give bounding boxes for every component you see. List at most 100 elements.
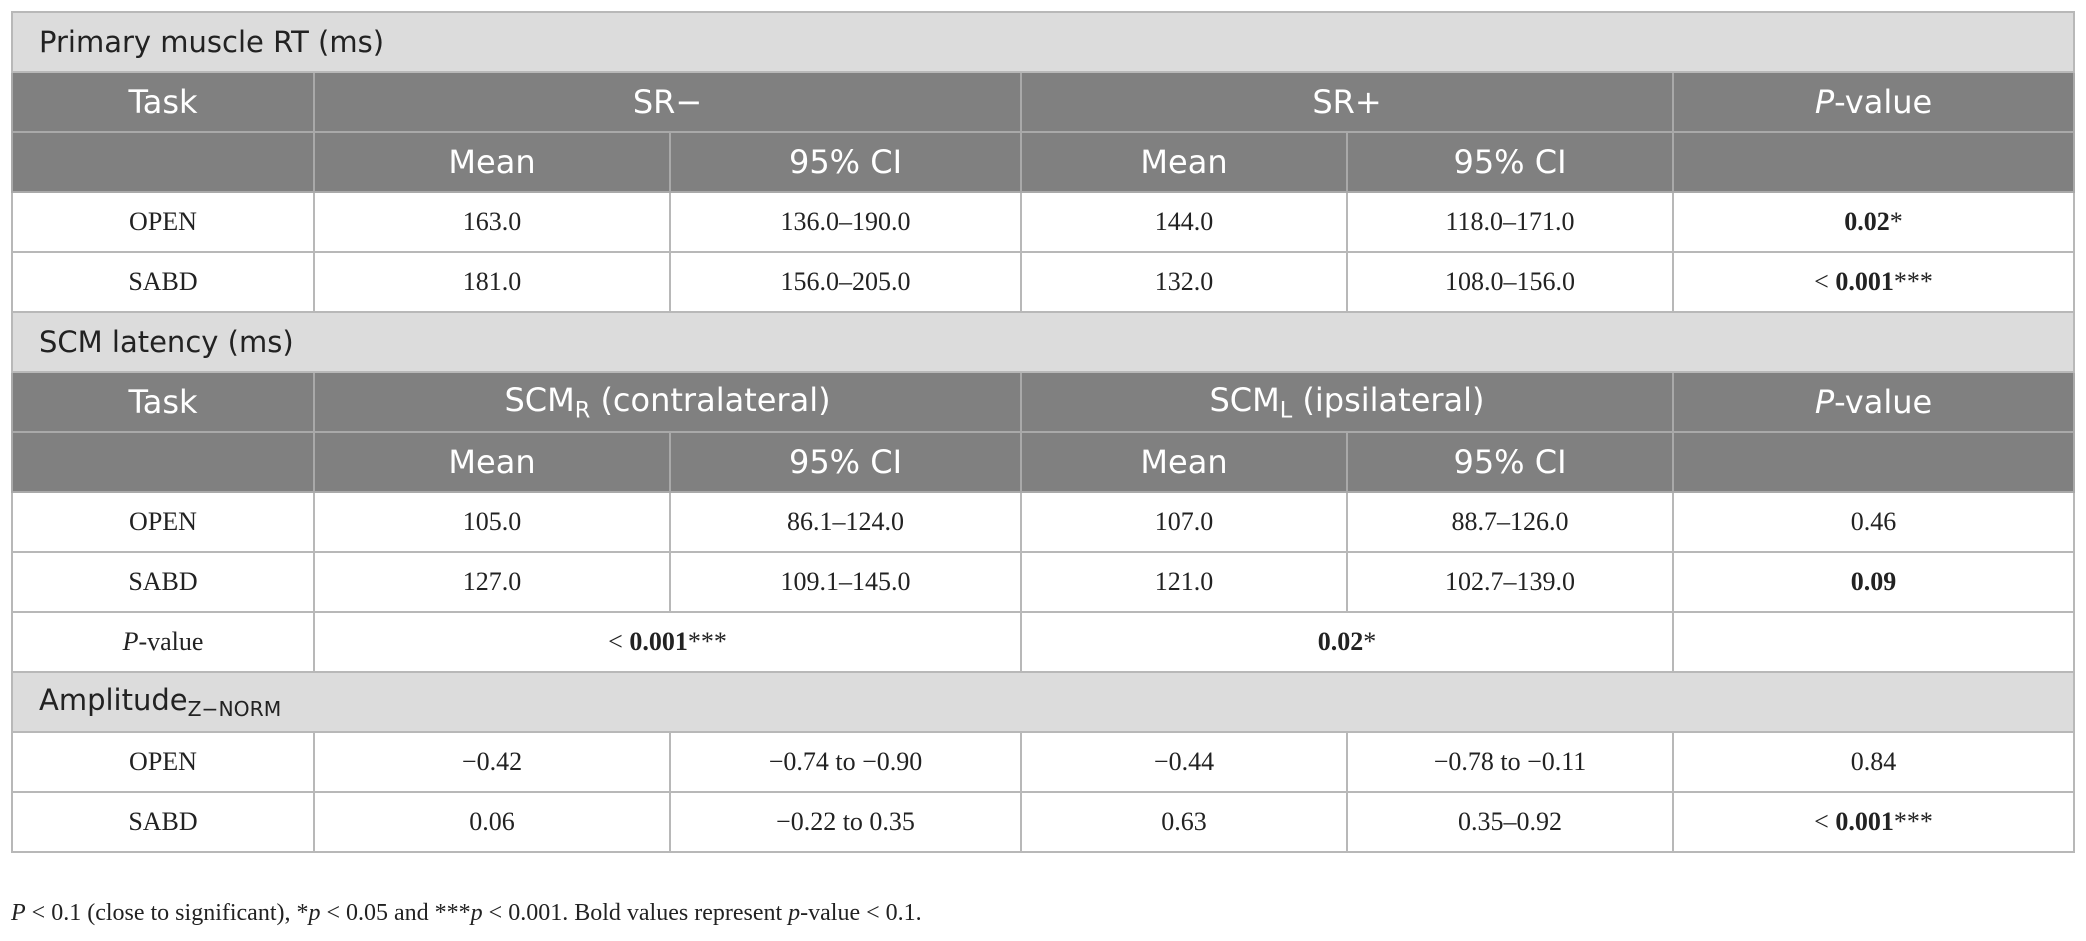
text: 144.0 [1154,207,1214,236]
row: SABD 127.0 109.1–145.0 121.0 102.7–139.0 0.09 [11,551,2076,613]
header-cell [1671,431,2076,493]
data-cell: −0.74 to −0.90 [669,731,1022,793]
text: −0.78 to −0.11 [1433,747,1587,776]
text: 109.1–145.0 [780,567,911,596]
text: 0.84 [1850,747,1897,776]
hd: Task SCMR (contralateral) SCML (ipsilatera… [11,371,2076,433]
data-cell [1671,611,2076,673]
italic-text: p [470,900,483,926]
header-cell: Task [11,371,315,433]
text: < 0.001. Bold values represent [482,900,789,926]
bold-text: 0.02 [1844,207,1890,236]
text: Task [128,383,198,421]
row: OPEN −0.42 −0.74 to −0.90 −0.44 −0.78 to −0.… [11,731,2076,793]
text: 102.7–139.0 [1445,567,1575,596]
text: SR− [632,83,703,121]
data-cell: 105.0 [313,491,671,553]
text: 95% CI [788,143,903,181]
text: -value [1834,383,1933,421]
row: SABD 181.0 156.0–205.0 132.0 108.0–156.0 < 0.… [11,251,2076,313]
data-cell: 181.0 [313,251,671,313]
data-cell: 0.09 [1671,551,2076,613]
text: 95% CI [1453,443,1567,481]
text: OPEN [129,747,197,776]
data-cell: SABD [11,251,315,313]
italic-text: p [308,900,321,926]
text: SR+ [1312,83,1382,121]
text: −0.22 to 0.35 [776,807,915,836]
data-cell: 0.02* [1671,191,2076,253]
row: OPEN 163.0 136.0–190.0 144.0 118.0–171.0 0.02… [11,191,2076,253]
data-cell: SABD [11,791,315,853]
text: 118.0–171.0 [1445,207,1575,236]
header-cell [11,431,315,493]
text: Mean [1140,443,1228,481]
italic-text: P [11,900,26,926]
text: * [1889,207,1903,236]
data-cell: < 0.001*** [1671,791,2076,853]
text: −0.44 [1153,747,1215,776]
data-cell: 132.0 [1020,251,1348,313]
data-cell: 108.0–156.0 [1346,251,1674,313]
italic-text: P [1814,383,1835,421]
text: Mean [448,443,536,481]
data-cell: 144.0 [1020,191,1348,253]
text: −0.74 to −0.90 [768,747,923,776]
text: 136.0–190.0 [780,207,911,236]
section-title: SCM latency (ms) [10,311,2076,373]
header-cell: 95% CI [1346,131,1674,193]
data-cell: 163.0 [313,191,671,253]
data-cell: P-value [11,611,315,673]
text: 105.0 [462,507,522,536]
hd: Mean 95% CI Mean 95% CI [11,431,2076,493]
text: < [1814,267,1836,296]
data-cell: 118.0–171.0 [1346,191,1674,253]
header-cell: SR− [313,71,1022,133]
data-cell: 107.0 [1020,491,1348,553]
header-cell: SCML (ipsilateral) [1020,371,1674,433]
sec: Primary muscle RT (ms) [10,11,2076,73]
header-cell: Mean [313,131,671,193]
text: 0.35–0.92 [1458,807,1562,836]
italic-text: P [122,627,139,656]
text: 86.1–124.0 [787,507,904,536]
header-cell: P-value [1671,371,2076,433]
header-cell: SCMR (contralateral) [313,371,1022,433]
bold-text: 0.02 [1317,627,1364,656]
header-cell [11,131,315,193]
text: (contralateral) [590,380,831,419]
subscript: L [1279,397,1293,424]
data-cell: 102.7–139.0 [1346,551,1674,613]
text: Amplitude [39,682,188,717]
footnote: P < 0.1 (close to significant), *p < 0.0… [11,900,922,927]
text: Primary muscle RT (ms) [39,25,385,59]
data-cell: 88.7–126.0 [1346,491,1674,553]
text: SABD [128,567,198,596]
text: 95% CI [788,443,903,481]
data-cell: −0.44 [1020,731,1348,793]
text: 107.0 [1154,507,1214,536]
text: 0.63 [1161,807,1207,836]
text: OPEN [129,207,197,236]
italic-text: P [1814,83,1835,121]
data-cell: −0.42 [313,731,671,793]
header-cell [1671,131,2076,193]
row: OPEN 105.0 86.1–124.0 107.0 88.7–126.0 0.46 [11,491,2076,553]
text: Mean [448,143,536,181]
text: * [1363,627,1377,656]
italic-text: p [788,900,801,926]
subscript: Z−NORM [187,697,282,722]
data-cell: 109.1–145.0 [669,551,1022,613]
text: 163.0 [462,207,522,236]
text: SABD [128,807,198,836]
row: P-value < 0.001*** 0.02* [11,611,2076,673]
text: (ipsilateral) [1292,380,1485,419]
data-cell: 86.1–124.0 [669,491,1022,553]
data-cell: OPEN [11,191,315,253]
data-cell: < 0.001*** [1671,251,2076,313]
table-body: Primary muscle RT (ms) Task SR− SR+ P-value M… [10,11,2076,853]
text: 95% CI [1453,143,1567,181]
bold-text: 0.09 [1850,567,1897,596]
data-cell: 0.84 [1671,731,2076,793]
